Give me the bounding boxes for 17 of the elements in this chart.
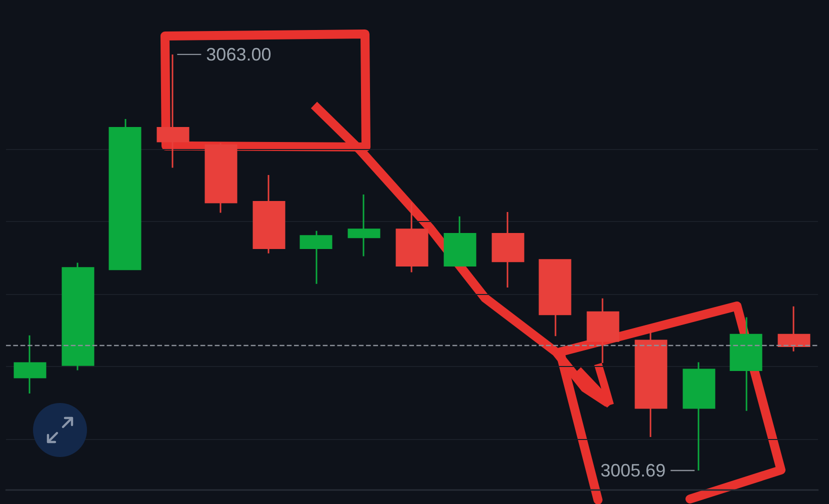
annotation: 3063.00 <box>206 44 272 64</box>
candlestick <box>634 330 668 438</box>
candlestick <box>538 259 572 337</box>
candlestick <box>300 230 332 285</box>
candlestick <box>492 211 524 288</box>
annotation: 3005.69 <box>600 460 666 480</box>
candlestick <box>108 118 142 270</box>
candlestick <box>444 216 476 266</box>
candlestick <box>252 174 286 254</box>
candlestick <box>348 194 380 257</box>
candlestick <box>778 306 810 352</box>
candlestick <box>204 142 238 214</box>
candlestick <box>14 334 46 394</box>
candlestick <box>62 262 94 371</box>
candlestick <box>396 202 428 273</box>
candlestick <box>586 298 620 364</box>
candlestick <box>730 316 762 412</box>
